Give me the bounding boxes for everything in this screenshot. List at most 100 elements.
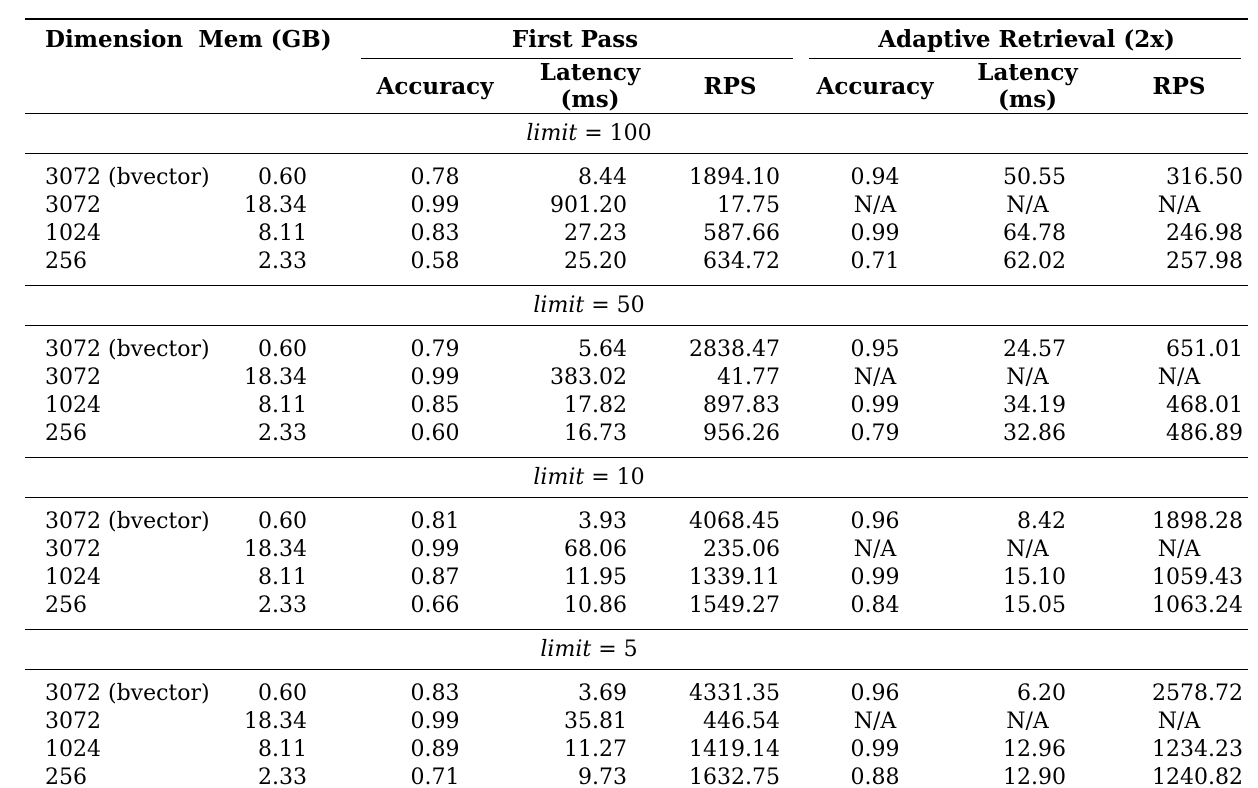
data-row: 256 2.33 0.60 16.73 956.26 0.79 32.86 486.89	[25, 419, 1248, 458]
value-cell: N/A	[1006, 364, 1049, 390]
value-cell: N/A	[1157, 536, 1201, 562]
value-cell: 3.93	[578, 508, 627, 534]
value-cell: 0.89	[410, 736, 460, 762]
dimension-cell: 3072	[45, 192, 101, 218]
section-row-limit-5: limit = 5	[25, 629, 1249, 670]
value-cell: 1549.27	[689, 592, 781, 618]
data-row: 3072 18.34 0.99 383.02 41.77 N/A N/A N/A	[25, 363, 1248, 391]
value-cell: 1240.82	[1152, 764, 1244, 788]
value-cell: 18.34	[244, 708, 307, 734]
value-cell: 10.86	[564, 592, 627, 618]
value-cell: 12.96	[1003, 736, 1067, 762]
value-cell: 0.88	[850, 764, 900, 788]
value-cell: 0.60	[258, 336, 307, 362]
value-cell: 587.66	[703, 220, 781, 246]
value-cell: 316.50	[1166, 164, 1244, 190]
data-row: 3072 (bvector) 0.60 0.79 5.64 2838.47 0.95 24.…	[25, 326, 1248, 364]
value-cell: 2.33	[258, 764, 307, 788]
value-cell: 68.06	[564, 536, 627, 562]
value-cell: N/A	[1157, 192, 1201, 218]
value-cell: 0.78	[410, 164, 460, 190]
limit-value: = 50	[584, 293, 645, 318]
value-cell: N/A	[853, 364, 897, 390]
data-row: 256 2.33 0.66 10.86 1549.27 0.84 15.05 1063.24	[25, 591, 1248, 630]
value-cell: 1063.24	[1152, 592, 1244, 618]
value-cell: 18.34	[244, 192, 307, 218]
dimension-cell: 1024	[45, 392, 101, 418]
subheader-rps-1: RPS	[703, 72, 757, 100]
dimension-cell: 1024	[45, 220, 101, 246]
value-cell: 897.83	[703, 392, 781, 418]
first-pass-cmidrule	[361, 57, 794, 59]
value-cell: 50.55	[1003, 164, 1067, 190]
value-cell: 0.96	[850, 508, 900, 534]
value-cell: 8.11	[258, 736, 307, 762]
value-cell: 32.86	[1003, 420, 1067, 446]
value-cell: 246.98	[1166, 220, 1244, 246]
table-header: Dimension Mem (GB) First Pass Adaptive R…	[25, 19, 1249, 114]
value-cell: 1419.14	[689, 736, 781, 762]
value-cell: 1894.10	[689, 164, 781, 190]
dimension-cell: 3072 (bvector)	[45, 508, 210, 534]
value-cell: 25.20	[564, 248, 627, 274]
value-cell: 24.57	[1003, 336, 1067, 362]
value-cell: 0.81	[410, 508, 460, 534]
subheader-empty-1	[25, 59, 185, 114]
value-cell: 0.99	[410, 536, 460, 562]
subheader-accuracy-2: Accuracy	[816, 72, 934, 100]
limit-variable: limit	[540, 637, 592, 662]
value-cell: 62.02	[1003, 248, 1067, 274]
value-cell: 446.54	[703, 708, 781, 734]
value-cell: N/A	[1006, 192, 1049, 218]
value-cell: 486.89	[1166, 420, 1244, 446]
value-cell: 0.99	[850, 564, 900, 590]
dimension-cell: 3072 (bvector)	[45, 164, 210, 190]
value-cell: 35.81	[564, 708, 627, 734]
header-group-adaptive-label: Adaptive Retrieval (2x)	[878, 26, 1175, 53]
data-row: 3072 18.34 0.99 35.81 446.54 N/A N/A N/A	[25, 707, 1248, 735]
value-cell: N/A	[1157, 364, 1201, 390]
data-row: 256 2.33 0.58 25.20 634.72 0.71 62.02 257.98	[25, 247, 1248, 286]
value-cell: 0.60	[258, 164, 307, 190]
data-row: 256 2.33 0.71 9.73 1632.75 0.88 12.90 1240.82	[25, 763, 1248, 788]
value-cell: 5.64	[578, 336, 627, 362]
section-row-limit-100: limit = 100	[25, 113, 1249, 154]
value-cell: 1632.75	[689, 764, 781, 788]
value-cell: 0.94	[850, 164, 900, 190]
value-cell: 0.99	[410, 364, 460, 390]
value-cell: 383.02	[550, 364, 627, 390]
value-cell: 1234.23	[1152, 736, 1244, 762]
subheader-accuracy-1: Accuracy	[376, 72, 494, 100]
adaptive-cmidrule	[809, 57, 1242, 59]
dimension-cell: 3072	[45, 708, 101, 734]
value-cell: 1898.28	[1152, 508, 1244, 534]
value-cell: 0.60	[258, 508, 307, 534]
value-cell: 34.19	[1003, 392, 1067, 418]
header-dimension: Dimension	[45, 26, 184, 53]
value-cell: N/A	[853, 536, 897, 562]
value-cell: 3.69	[578, 680, 627, 706]
value-cell: 4068.45	[689, 508, 781, 534]
section-row-limit-10: limit = 10	[25, 457, 1249, 498]
value-cell: 0.60	[258, 680, 307, 706]
section-label: limit = 5	[25, 630, 1248, 670]
dimension-cell: 1024	[45, 736, 101, 762]
dimension-cell: 3072	[45, 536, 101, 562]
section-row-limit-50: limit = 50	[25, 285, 1249, 326]
data-row: 3072 18.34 0.99 901.20 17.75 N/A N/A N/A	[25, 191, 1248, 219]
value-cell: 0.99	[410, 192, 460, 218]
value-cell: 0.85	[410, 392, 460, 418]
results-table: Dimension Mem (GB) First Pass Adaptive R…	[25, 18, 1249, 788]
data-row: 3072 18.34 0.99 68.06 235.06 N/A N/A N/A	[25, 535, 1248, 563]
header-group-first-pass: First Pass	[345, 19, 805, 59]
value-cell: 634.72	[703, 248, 781, 274]
data-row: 3072 (bvector) 0.60 0.83 3.69 4331.35 0.96 6.2…	[25, 670, 1248, 708]
section-label: limit = 50	[25, 286, 1248, 326]
value-cell: 11.27	[564, 736, 627, 762]
value-cell: 0.71	[850, 248, 900, 274]
value-cell: 0.95	[850, 336, 900, 362]
value-cell: 0.83	[410, 220, 460, 246]
value-cell: 8.11	[258, 564, 307, 590]
value-cell: 1059.43	[1152, 564, 1244, 590]
